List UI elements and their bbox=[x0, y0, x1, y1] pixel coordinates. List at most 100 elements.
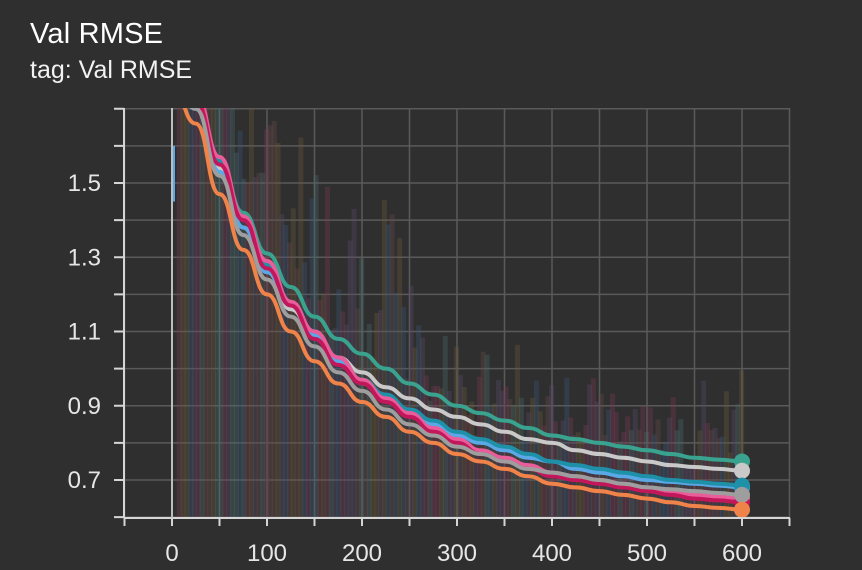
raw-noise-bar bbox=[286, 242, 292, 518]
raw-noise-bar bbox=[389, 214, 395, 518]
raw-noise-bar bbox=[176, 108, 182, 518]
tick-labels: 0.7 0.9 1.1 1.3 1.5 0 100 200 300 400 500 600 bbox=[68, 170, 762, 567]
raw-noise-bar bbox=[370, 359, 376, 518]
raw-noise-bar bbox=[381, 199, 387, 518]
raw-noise-bar bbox=[450, 414, 456, 518]
raw-noise-bar bbox=[305, 298, 311, 518]
series-line-7 bbox=[189, 108, 744, 497]
raw-noise-bar bbox=[362, 352, 368, 518]
raw-noise-bar bbox=[191, 108, 197, 518]
raw-noise-bar bbox=[241, 178, 247, 518]
raw-noise-bar bbox=[533, 380, 539, 518]
raw-noise-bar bbox=[343, 324, 349, 518]
raw-noise-bar bbox=[678, 419, 684, 518]
series-lines bbox=[182, 108, 750, 518]
x-tick-label: 400 bbox=[532, 540, 572, 567]
raw-noise-bar bbox=[199, 108, 205, 518]
series-line-6 bbox=[199, 108, 744, 505]
x-tick-label: 100 bbox=[247, 540, 287, 567]
raw-noise-bar bbox=[476, 376, 482, 518]
x-tick-label: 600 bbox=[722, 540, 762, 567]
raw-noise-bar bbox=[427, 400, 433, 518]
raw-noise-bar bbox=[294, 268, 300, 518]
raw-noise-bar bbox=[214, 108, 220, 518]
raw-noise-bar bbox=[659, 449, 665, 518]
raw-noise-bar bbox=[248, 108, 254, 518]
raw-noise-bar bbox=[666, 417, 672, 518]
raw-noise-bar bbox=[180, 108, 186, 518]
series-line-1 bbox=[199, 108, 744, 464]
raw-noise-bar bbox=[404, 378, 410, 518]
raw-noise-bar bbox=[328, 330, 334, 518]
series-endpoint-7 bbox=[734, 486, 750, 503]
raw-noise-bar bbox=[438, 388, 444, 518]
raw-noise-bar bbox=[560, 420, 566, 518]
raw-noise-bar bbox=[632, 408, 638, 518]
chart-title: Val RMSE bbox=[30, 18, 164, 50]
y-tick-label: 1.3 bbox=[68, 244, 101, 271]
raw-noise-bar bbox=[739, 370, 745, 518]
raw-noise-bar bbox=[279, 214, 285, 518]
raw-noise-bar bbox=[723, 391, 729, 518]
raw-noise-bar bbox=[602, 435, 608, 518]
raw-noise-bar bbox=[423, 375, 429, 518]
raw-noise-bar bbox=[195, 108, 201, 518]
raw-noise-bar bbox=[309, 198, 315, 518]
raw-noise-bar bbox=[693, 456, 699, 518]
raw-noise-bar bbox=[697, 430, 703, 518]
raw-noise-bar bbox=[484, 354, 490, 518]
raw-noise-bar bbox=[625, 416, 631, 518]
raw-noise-bar bbox=[210, 108, 216, 518]
raw-noise-bar bbox=[712, 427, 718, 518]
chart-subtitle: tag: Val RMSE bbox=[30, 56, 193, 84]
raw-noise-bar bbox=[340, 311, 346, 518]
chart-axes bbox=[114, 107, 791, 526]
raw-noise-bar bbox=[256, 172, 262, 518]
x-tick-label: 500 bbox=[627, 540, 667, 567]
raw-noise-bar bbox=[252, 176, 258, 518]
raw-noise-bar bbox=[708, 429, 714, 518]
raw-noise-bar bbox=[674, 430, 680, 518]
raw-noise-bar bbox=[218, 108, 224, 518]
raw-noise-bar bbox=[552, 421, 558, 518]
x-tick-label: 200 bbox=[342, 540, 382, 567]
raw-noise-bar bbox=[366, 323, 372, 518]
y-tick-label: 1.1 bbox=[68, 319, 101, 346]
raw-noise-bar bbox=[480, 351, 486, 518]
raw-noise-bar bbox=[351, 208, 357, 518]
raw-noise-bar bbox=[188, 108, 194, 518]
x-tick-label: 0 bbox=[165, 540, 178, 567]
raw-noise-bar bbox=[446, 390, 452, 518]
raw-noise-bar bbox=[226, 108, 232, 518]
raw-noise-bar bbox=[594, 401, 600, 518]
raw-noise-bar bbox=[290, 208, 296, 518]
raw-noise-bar bbox=[267, 125, 273, 518]
raw-noise-bar bbox=[704, 423, 710, 518]
raw-noise-bar bbox=[499, 390, 505, 518]
series-endpoint-2 bbox=[734, 462, 750, 479]
raw-noise-bar bbox=[283, 224, 289, 518]
raw-noise-bar bbox=[317, 299, 323, 518]
raw-noise-bar bbox=[606, 409, 612, 518]
raw-noise-bar bbox=[731, 409, 737, 518]
y-tick-label: 0.9 bbox=[68, 393, 101, 420]
raw-noise-bar bbox=[359, 258, 365, 518]
raw-noise-bar bbox=[302, 262, 308, 518]
raw-noise-bar bbox=[332, 328, 338, 518]
raw-noise-bar bbox=[590, 378, 596, 518]
series-endpoint-8 bbox=[734, 501, 750, 518]
raw-noise-bar bbox=[514, 344, 520, 518]
raw-noise-bar bbox=[245, 182, 251, 518]
raw-noise-bar bbox=[431, 386, 437, 518]
raw-noise-bar bbox=[473, 435, 479, 518]
raw-noise-bar bbox=[184, 108, 190, 518]
raw-noise-bar bbox=[355, 308, 361, 518]
y-tick-label: 0.7 bbox=[68, 467, 101, 494]
y-tick-label: 1.5 bbox=[68, 170, 101, 197]
raw-noise-bar bbox=[537, 411, 543, 518]
raw-noise-bar bbox=[229, 108, 235, 518]
raw-noise-bar bbox=[260, 172, 266, 518]
raw-noise-bar bbox=[271, 120, 277, 518]
raw-noise-bar bbox=[336, 289, 342, 518]
